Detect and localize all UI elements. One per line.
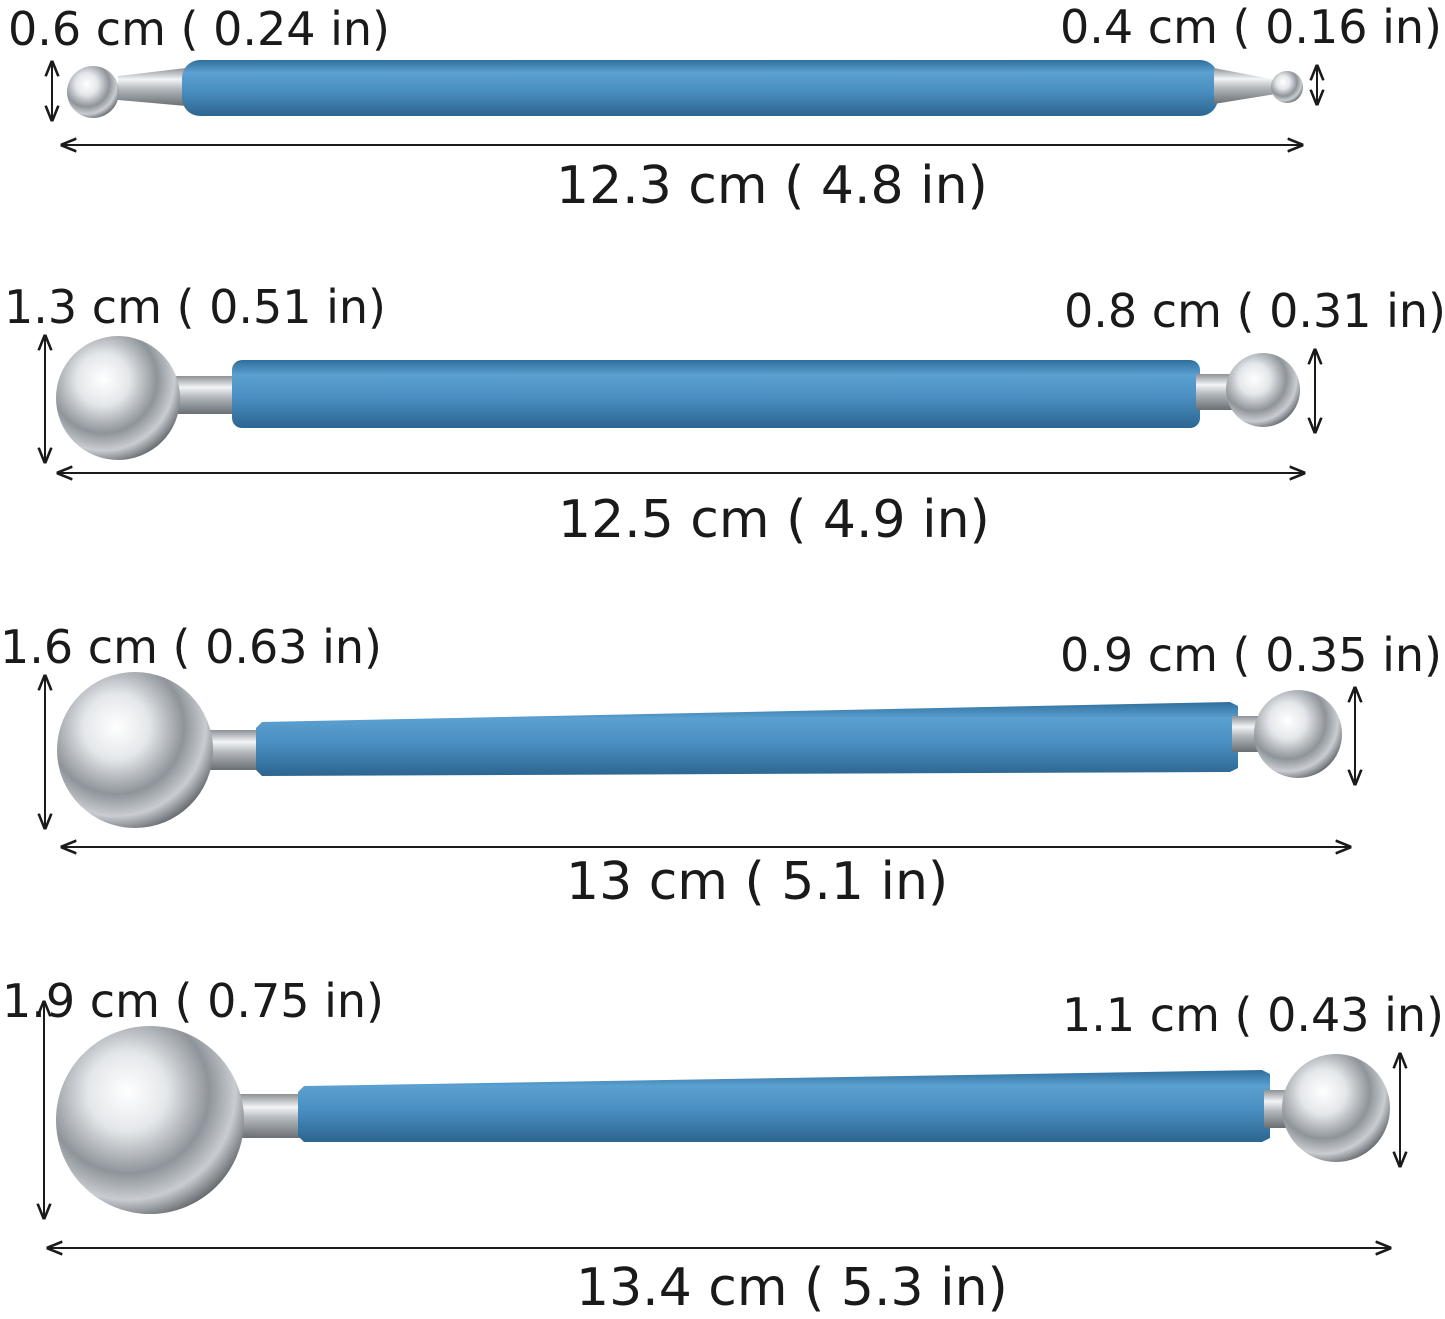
tool-4-left-diameter-label: 1.9 cm ( 0.75 in) (2, 974, 384, 1028)
tool-2-ball-small (1226, 353, 1300, 427)
tool-2-ferrule-right (1196, 374, 1232, 410)
tool-3 (45, 672, 1355, 847)
tool-3-right-diameter-label: 0.9 cm ( 0.35 in) (1060, 628, 1442, 682)
tool-2-ball-large (56, 336, 180, 460)
tool-1-ball-large (67, 66, 119, 118)
tool-3-ball-large (57, 672, 213, 828)
tool-4-ball-small (1282, 1054, 1390, 1162)
tool-2-right-diameter-label: 0.8 cm ( 0.31 in) (1064, 284, 1445, 338)
tool-1-left-diameter-label: 0.6 cm ( 0.24 in) (8, 2, 390, 56)
tool-3-length-label: 13 cm ( 5.1 in) (566, 852, 949, 912)
tool-2-ferrule-left (172, 376, 238, 414)
tool-1-ferrule-left (118, 68, 186, 106)
tool-4-right-diameter-label: 1.1 cm ( 0.43 in) (1062, 988, 1444, 1042)
tool-2-length-label: 12.5 cm ( 4.9 in) (558, 490, 990, 550)
tool-3-ball-small (1254, 690, 1342, 778)
tool-1-handle (182, 60, 1218, 116)
tool-4-length-label: 13.4 cm ( 5.3 in) (576, 1258, 1008, 1318)
tool-4-handle (298, 1070, 1270, 1142)
tool-1-right-diameter-label: 0.4 cm ( 0.16 in) (1060, 0, 1442, 54)
tool-4 (44, 1002, 1400, 1248)
tool-1-ferrule-right (1214, 68, 1276, 104)
tool-3-left-diameter-label: 1.6 cm ( 0.63 in) (0, 620, 382, 674)
tool-4-ferrule-left (236, 1094, 304, 1138)
tool-2 (45, 336, 1315, 473)
tool-1 (52, 60, 1317, 145)
tool-1-length-label: 12.3 cm ( 4.8 in) (556, 156, 988, 216)
tool-2-handle (232, 360, 1200, 428)
tool-3-handle (256, 702, 1238, 776)
tool-2-left-diameter-label: 1.3 cm ( 0.51 in) (4, 280, 386, 334)
tool-4-ball-large (56, 1026, 244, 1214)
tool-1-ball-small (1271, 71, 1303, 103)
